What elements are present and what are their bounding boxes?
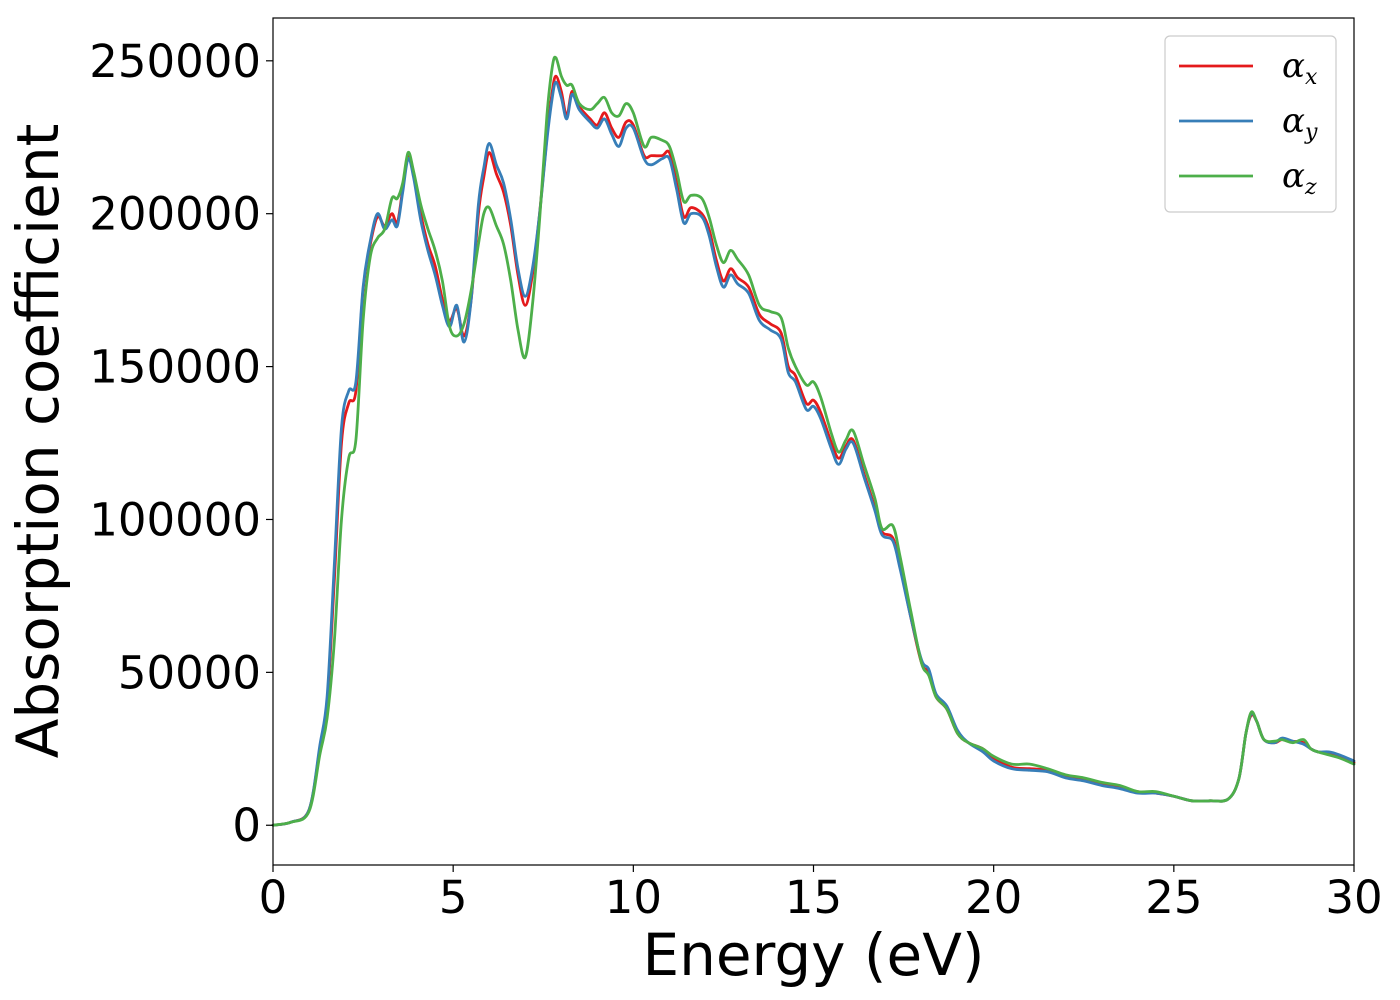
y-axis-title: Absorption coefficient	[4, 124, 72, 759]
y-axis-ticks: 0 50000 100000 150000 200000 250000	[89, 35, 273, 852]
x-tick-label: 25	[1145, 871, 1202, 924]
x-tick-label: 30	[1325, 871, 1382, 924]
plot-frame	[272, 17, 1355, 866]
legend-frame	[1164, 35, 1337, 213]
series-line-y	[271, 80, 1356, 827]
y-tick-label: 200000	[89, 188, 261, 241]
x-tick-label: 0	[259, 871, 288, 924]
y-tick-label: 250000	[89, 35, 261, 88]
series-line-z	[271, 55, 1356, 827]
y-tick-label: 100000	[89, 493, 261, 546]
x-axis-ticks: 0 5 10 15 20 25 30	[259, 865, 1383, 924]
x-tick-label: 5	[439, 871, 468, 924]
x-axis-title: Energy (eV)	[642, 921, 984, 989]
x-tick-label: 10	[605, 871, 662, 924]
y-tick-label: 0	[232, 799, 261, 852]
y-tick-label: 50000	[118, 646, 261, 699]
x-tick-label: 20	[965, 871, 1022, 924]
x-tick-label: 15	[785, 871, 842, 924]
series-layer	[271, 55, 1356, 827]
y-tick-label: 150000	[89, 341, 261, 394]
